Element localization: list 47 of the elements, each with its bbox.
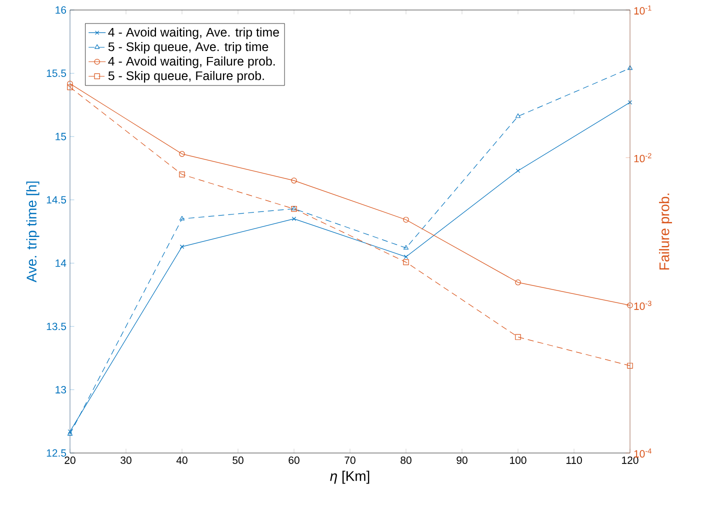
y2-tick-label: 10$^{-1}$ bbox=[634, 5, 652, 15]
point bbox=[516, 168, 520, 173]
point bbox=[515, 280, 521, 286]
x-axis-title: η [Km] bbox=[330, 470, 370, 484]
point bbox=[67, 84, 73, 90]
point bbox=[515, 334, 521, 340]
legend-label: 5 - Skip queue, Ave. trip time bbox=[108, 42, 268, 54]
y-tick-label: 14 bbox=[56, 260, 66, 267]
point bbox=[515, 113, 521, 118]
point bbox=[627, 65, 633, 70]
point bbox=[292, 216, 296, 221]
point bbox=[179, 216, 185, 220]
y-tick-label: 15 bbox=[56, 132, 66, 140]
y-tick-label: 14.5 bbox=[46, 196, 66, 204]
x-tick-label: 40 bbox=[176, 456, 188, 464]
x-tick-label: 80 bbox=[400, 456, 412, 464]
x-tick-label: 20 bbox=[64, 456, 76, 464]
point bbox=[403, 259, 409, 266]
x-tick-label: 30 bbox=[120, 456, 132, 464]
y2-axis-title: Failure prob. bbox=[659, 194, 672, 270]
point bbox=[403, 245, 409, 250]
y-tick-label: 16 bbox=[56, 6, 66, 14]
point bbox=[180, 244, 184, 249]
point bbox=[179, 151, 185, 157]
y2-tick-label: 10$^{-3}$ bbox=[634, 300, 652, 310]
x-tick-label: 70 bbox=[344, 456, 356, 464]
legend-label: 4 - Avoid waiting, Ave. trip time bbox=[108, 27, 279, 40]
x-tick-label: 60 bbox=[288, 456, 300, 464]
point bbox=[179, 172, 185, 178]
y-tick-label: 12.5 bbox=[46, 449, 66, 457]
point bbox=[403, 216, 409, 223]
point bbox=[404, 254, 408, 259]
y2-tick-label: 10$^{-2}$ bbox=[634, 153, 652, 162]
x-tick-label: 100 bbox=[510, 456, 526, 464]
x-tick-label: 120 bbox=[622, 456, 638, 464]
x-tick-label: 90 bbox=[456, 456, 468, 464]
legend-label: 4 - Avoid waiting, Failure prob. bbox=[108, 56, 275, 68]
legend-label: 5 - Skip queue, Failure prob. bbox=[108, 70, 264, 83]
x-tick-label: 110 bbox=[566, 456, 582, 464]
x-tick-label: 50 bbox=[232, 456, 244, 464]
point bbox=[627, 362, 633, 369]
y-tick-label: 13 bbox=[56, 386, 66, 394]
point bbox=[291, 178, 297, 184]
y-tick-label: 13.5 bbox=[46, 322, 66, 330]
y-tick-label: 15.5 bbox=[46, 70, 66, 77]
y-axis-title: Ave. trip time [h] bbox=[26, 182, 40, 282]
y2-tick-label: 10$^{-4}$ bbox=[634, 448, 652, 458]
